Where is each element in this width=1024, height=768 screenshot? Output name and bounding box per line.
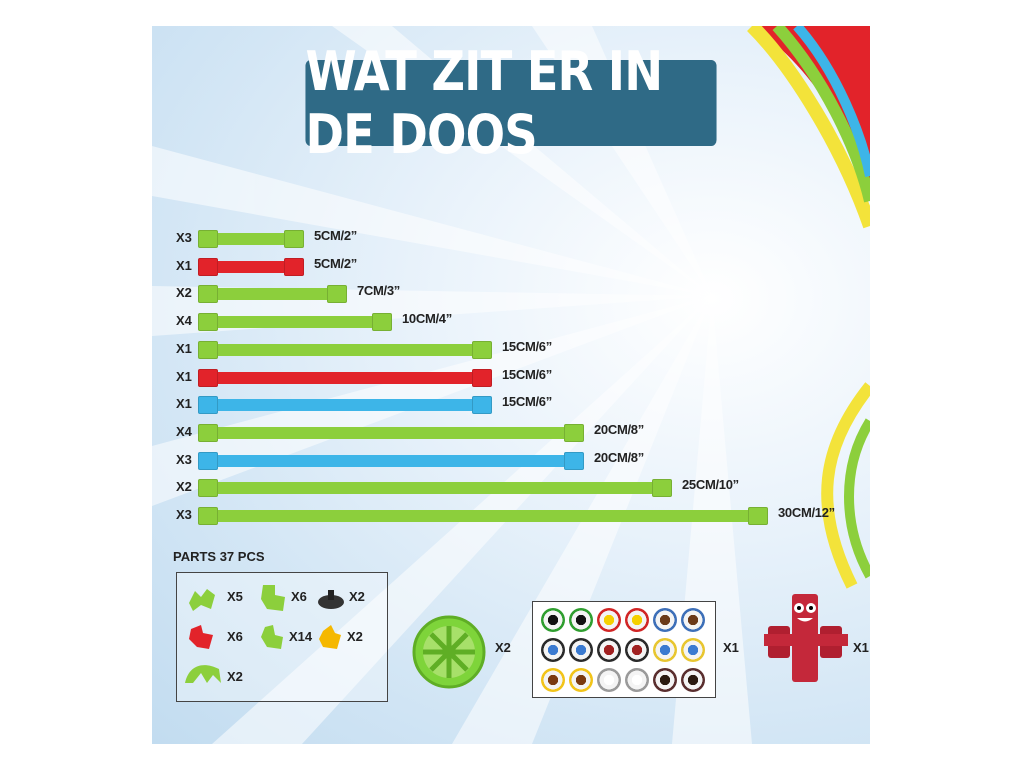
green-corner-connector-icon: [261, 585, 285, 611]
eye-sticker-icon: [597, 668, 621, 692]
rod-end-connector: [284, 230, 304, 248]
parts-box: X5 X6 X2 X6 X14 X2 X2: [176, 572, 388, 702]
rod-blue: [198, 451, 584, 470]
rainbow-swoosh: [747, 26, 870, 589]
rod-green: [198, 423, 584, 442]
eye-sticker-icon: [625, 668, 649, 692]
eye-sticker-sheet: [532, 601, 716, 698]
rod-end-connector: [198, 507, 218, 525]
eye-sticker-icon: [625, 608, 649, 632]
eye-sticker-icon: [541, 638, 565, 662]
rod-size-label: 10CM/4”: [402, 311, 452, 327]
rod-size-label: 5CM/2”: [314, 255, 357, 271]
part-count: X14: [289, 629, 313, 644]
green-small-connector-icon: [261, 625, 283, 649]
rod-size-label: 30CM/12”: [778, 505, 835, 520]
part-count: X2: [349, 589, 365, 604]
rod-end-connector: [748, 507, 768, 525]
yellow-connector-icon: [319, 625, 341, 649]
eyes-count: X1: [723, 640, 739, 655]
rod-end-connector: [284, 257, 304, 276]
rod-end-connector: [198, 340, 218, 359]
eye-sticker-icon: [541, 608, 565, 632]
rod-green: [198, 313, 392, 332]
eye-sticker-icon: [653, 638, 677, 662]
rod-end-connector: [198, 423, 218, 442]
rod-size-label: 15CM/6”: [502, 366, 552, 382]
wheel-icon: [412, 615, 486, 689]
rod-red: [198, 368, 492, 387]
rod-size-label: 20CM/8”: [594, 421, 644, 437]
part-count: X6: [291, 589, 307, 604]
rod-size-label: 7CM/3”: [357, 283, 400, 299]
rod-end-connector: [372, 313, 392, 332]
rod-end-connector: [472, 340, 492, 359]
rod-size-label: 5CM/2”: [314, 228, 357, 243]
eye-sticker-icon: [569, 668, 593, 692]
rod-quantity: X1: [176, 396, 192, 412]
rod-end-connector: [198, 230, 218, 248]
rod-end-connector: [198, 285, 218, 304]
wheel-count: X2: [495, 640, 511, 655]
eye-sticker-icon: [541, 668, 565, 692]
rod-size-label: 15CM/6”: [502, 338, 552, 354]
rod-end-connector: [472, 368, 492, 387]
rod-green: [198, 285, 347, 304]
eye-sticker-icon: [597, 638, 621, 662]
rod-size-label: 25CM/10”: [682, 477, 739, 493]
rod-end-connector: [198, 396, 218, 415]
page-title: WAT ZIT ER IN DE DOOS: [305, 40, 717, 166]
rod-end-connector: [198, 368, 218, 387]
rod-quantity: X3: [176, 230, 192, 245]
rod-quantity: X3: [176, 507, 192, 522]
rod-quantity: X1: [176, 257, 192, 273]
eye-sticker-icon: [569, 638, 593, 662]
rod-end-connector: [198, 257, 218, 276]
rod-quantity: X4: [176, 313, 192, 329]
black-base-icon: [318, 590, 344, 609]
rod-end-connector: [564, 423, 584, 442]
rod-quantity: X4: [176, 423, 192, 439]
rod-green: [198, 230, 304, 248]
rod-end-connector: [564, 451, 584, 470]
eye-sticker-icon: [681, 638, 705, 662]
eye-sticker-icon: [597, 608, 621, 632]
rod-green: [198, 479, 672, 498]
eye-sticker-icon: [653, 668, 677, 692]
red-connector-icon: [189, 625, 213, 649]
part-count: X2: [347, 629, 363, 644]
rod-quantity: X3: [176, 451, 192, 467]
rod-end-connector: [198, 451, 218, 470]
eye-sticker-icon: [625, 638, 649, 662]
eye-sticker-icon: [653, 608, 677, 632]
rod-blue: [198, 396, 492, 415]
rod-end-connector: [198, 479, 218, 498]
part-count: X5: [227, 589, 243, 604]
rod-green: [198, 507, 768, 525]
rod-quantity: X1: [176, 340, 192, 356]
rod-quantity: X2: [176, 285, 192, 301]
green-claw-icon: [185, 665, 221, 683]
rod-size-label: 20CM/8”: [594, 449, 644, 465]
rod-quantity: X2: [176, 479, 192, 495]
eye-sticker-icon: [681, 668, 705, 692]
rod-end-connector: [472, 396, 492, 415]
part-count: X2: [227, 669, 243, 684]
rod-green: [198, 340, 492, 359]
rod-end-connector: [198, 313, 218, 332]
figure-count: X1: [853, 640, 869, 655]
rod-red: [198, 257, 304, 276]
rod-end-connector: [652, 479, 672, 498]
eye-sticker-icon: [569, 608, 593, 632]
parts-title: PARTS 37 PCS: [173, 549, 265, 564]
eye-sticker-icon: [681, 608, 705, 632]
rod-end-connector: [327, 285, 347, 304]
rod-quantity: X1: [176, 368, 192, 384]
robot-figure-icon: [764, 594, 848, 682]
green-connector-icon: [189, 589, 215, 611]
part-count: X6: [227, 629, 243, 644]
rod-size-label: 15CM/6”: [502, 394, 552, 410]
